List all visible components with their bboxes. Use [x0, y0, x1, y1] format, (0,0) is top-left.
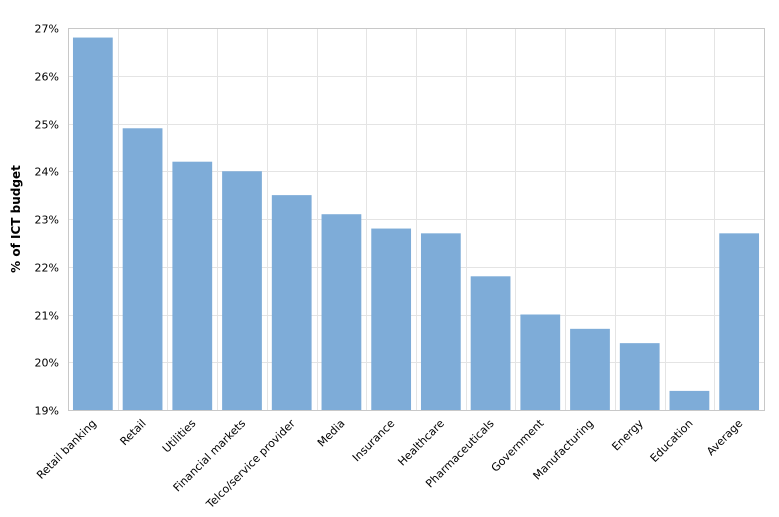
- x-tick-label: Education: [648, 417, 696, 465]
- y-tick-label: 22%: [35, 262, 59, 275]
- bar-education: [669, 390, 710, 410]
- bar-average: [719, 233, 760, 410]
- x-tick-label: Telco/service provider: [203, 417, 298, 512]
- y-tick-label: 26%: [35, 71, 59, 84]
- y-tick-labels: 19% 20% 21% 22% 23% 24% 25% 26% 27%: [35, 23, 59, 418]
- bar-pharmaceuticals: [470, 276, 511, 410]
- x-tick-label: Retail: [118, 417, 149, 448]
- y-tick-label: 21%: [35, 310, 59, 323]
- plot-frame: [68, 28, 765, 411]
- x-tick-label: Media: [315, 417, 348, 450]
- bar-insurance: [371, 228, 412, 410]
- bar-telco-service-provider: [271, 195, 312, 411]
- bar-layer: [72, 37, 760, 411]
- bar-energy: [619, 343, 660, 410]
- y-tick-label: 19%: [35, 405, 59, 418]
- x-tick-label: Insurance: [350, 417, 398, 465]
- y-tick-label: 25%: [35, 119, 59, 132]
- bar-retail: [122, 128, 163, 410]
- y-axis-title: % of ICT budget: [9, 165, 23, 273]
- x-tick-label: Healthcare: [395, 417, 447, 469]
- y-tick-label: 20%: [35, 357, 59, 370]
- bar-manufacturing: [570, 328, 610, 410]
- bar-government: [520, 314, 561, 410]
- x-tick-label: Utilities: [160, 417, 199, 456]
- bar-financial-markets: [222, 171, 262, 410]
- x-tick-label: Retail banking: [34, 417, 99, 482]
- bar-media: [321, 214, 362, 410]
- bar-retail-banking: [72, 37, 113, 411]
- y-tick-label: 27%: [35, 23, 59, 36]
- y-tick-label: 23%: [35, 214, 59, 227]
- bar-utilities: [172, 161, 213, 410]
- x-tick-label: Energy: [609, 417, 646, 454]
- bar-healthcare: [420, 233, 461, 410]
- y-tick-label: 24%: [35, 166, 59, 179]
- x-tick-label: Average: [704, 417, 745, 458]
